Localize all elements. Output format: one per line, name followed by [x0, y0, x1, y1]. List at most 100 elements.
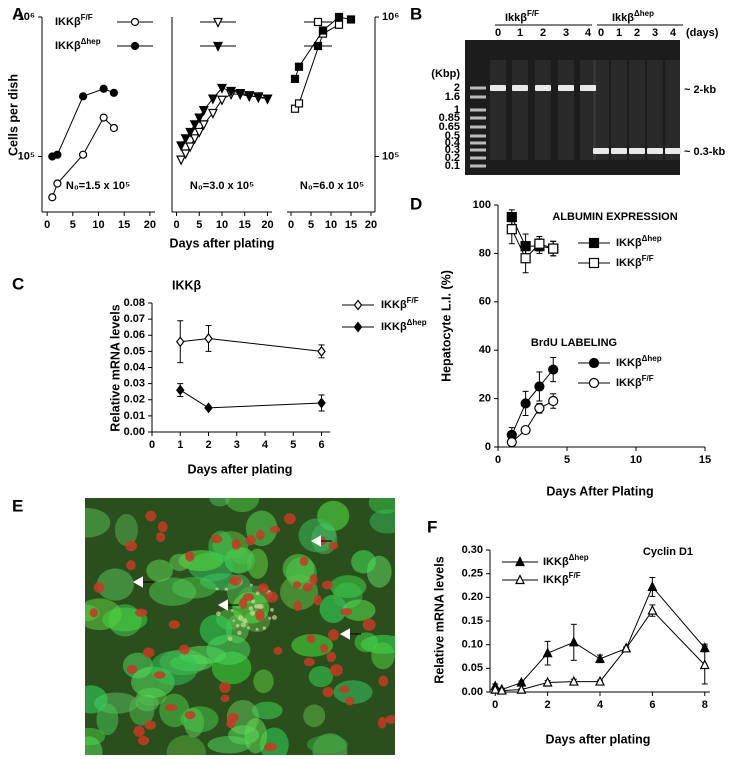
legend-entry: IKKβF/F	[543, 571, 581, 586]
y-tick-label: 10⁵	[382, 150, 399, 162]
data-point	[520, 424, 531, 436]
nucleus	[273, 646, 283, 655]
legend-marker	[130, 41, 140, 51]
y-tick-label: 20	[479, 393, 491, 405]
legend-name-sup: F/F	[642, 254, 654, 263]
ladder-label: 0.65	[439, 121, 460, 133]
lane-label: 4	[670, 27, 677, 39]
arrow-head	[339, 628, 350, 640]
x-tick-label: 5	[290, 439, 296, 451]
legend-entry: IKKβΔhep	[616, 234, 662, 249]
data-point	[262, 94, 273, 105]
debris	[249, 583, 253, 587]
data-point	[217, 83, 227, 94]
data-point	[207, 94, 218, 105]
legend-name-sup: F/F	[569, 571, 581, 580]
legend-name: IKKβ	[616, 257, 642, 269]
data-point	[647, 581, 658, 592]
data-point	[204, 332, 213, 344]
x-tick-label: 15	[699, 454, 711, 466]
debris	[215, 587, 219, 591]
data-point	[198, 106, 209, 116]
legend-marker	[130, 17, 140, 27]
nucleus	[179, 644, 190, 655]
cytoplasm	[303, 704, 326, 727]
ladder-label: 0.3	[445, 144, 460, 156]
data-point	[334, 20, 344, 29]
annotation: N₀=1.5 x 10⁵	[66, 180, 130, 192]
nucleus	[345, 696, 355, 706]
nucleus	[185, 551, 195, 562]
data-point	[189, 120, 200, 131]
legend-marker	[515, 556, 525, 567]
nucleus	[220, 694, 230, 703]
legend-name: IKKβ	[55, 16, 81, 28]
cytoplasm	[129, 694, 155, 726]
nucleus	[239, 597, 248, 610]
cytoplasm	[169, 553, 190, 572]
nucleus	[257, 583, 269, 594]
nucleus	[168, 620, 180, 629]
panel-label: B	[410, 4, 422, 23]
y-tick-label: 10⁶	[382, 11, 399, 23]
data-point	[109, 88, 119, 97]
cytoplasm	[306, 735, 348, 754]
x-axis-label: Days After Plating	[546, 484, 653, 498]
legend-entry: IKKβΔhep	[55, 37, 101, 52]
y-tick-label: 0.15	[462, 615, 483, 627]
lane-label: 2	[540, 27, 546, 39]
ladder-band	[470, 141, 486, 145]
cytoplasm	[96, 568, 134, 601]
data-point	[198, 120, 209, 131]
debris	[235, 623, 240, 628]
debris	[270, 608, 274, 612]
legend-name-sup: Δhep	[642, 234, 662, 243]
legend-entry: IKKβΔhep	[543, 553, 589, 568]
cytoplasm	[96, 703, 119, 736]
nucleus	[385, 715, 395, 724]
debris	[256, 603, 262, 609]
x-tick-label: 8	[702, 699, 708, 711]
gel-header: IkkβF/F	[505, 9, 539, 24]
x-tick-label: 5	[564, 454, 570, 466]
data-point	[175, 336, 185, 348]
data-point	[78, 150, 88, 159]
cytoplasm	[206, 634, 251, 665]
data-point	[99, 113, 108, 122]
dna-band	[580, 85, 596, 91]
nucleus	[292, 581, 302, 589]
y-tick-label: 0.03	[124, 378, 145, 390]
nucleus	[338, 685, 350, 693]
dna-band	[611, 148, 627, 154]
data-point	[317, 345, 326, 357]
y-axis-label: Cells per dish	[6, 74, 20, 156]
data-point	[253, 93, 264, 104]
x-tick-label: 2	[545, 699, 551, 711]
legend-name-sup: F/F	[642, 374, 654, 383]
nucleus	[299, 556, 309, 566]
data-point	[189, 134, 200, 145]
y-tick-label: 0.05	[462, 662, 483, 674]
lane-label: 0	[598, 27, 604, 39]
legend-entry: IKKβF/F	[616, 374, 654, 389]
series-line	[179, 389, 322, 409]
x-tick-label: 10	[92, 219, 104, 231]
y-tick-label: 0.30	[462, 544, 483, 556]
arrow-head	[217, 599, 228, 611]
ladder-band	[470, 108, 486, 112]
lane-smear	[512, 60, 528, 160]
annotation: BrdU LABELING	[531, 337, 617, 349]
series-line	[495, 585, 706, 691]
legend-name: IKKβ	[55, 40, 81, 52]
data-point	[53, 150, 62, 159]
nucleus	[284, 513, 296, 525]
nucleus	[153, 671, 166, 679]
cytoplasm	[150, 650, 198, 686]
legend-marker	[515, 574, 525, 585]
data-point	[506, 224, 517, 235]
cytoplasm	[308, 665, 334, 688]
debris	[230, 609, 234, 612]
arrow-head	[310, 535, 321, 547]
nucleus	[226, 719, 236, 729]
